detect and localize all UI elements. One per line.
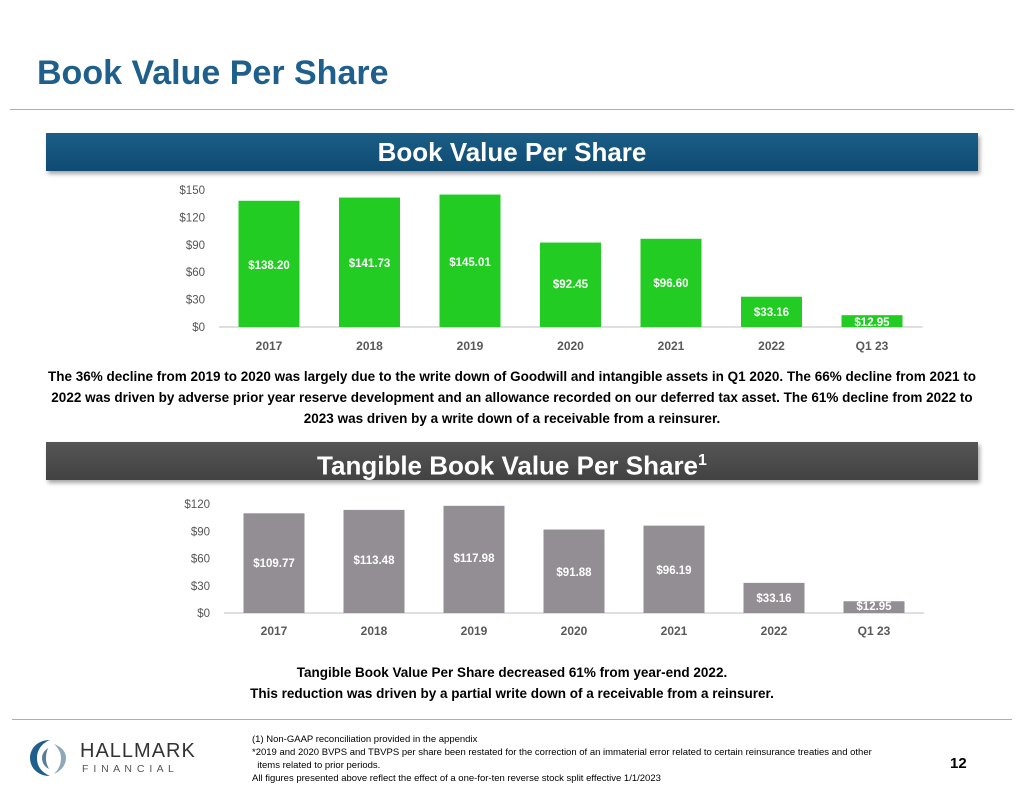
x-tick-label: 2018 <box>356 339 383 353</box>
data-label: $96.19 <box>656 565 691 577</box>
bvps-banner-label: Book Value Per Share <box>377 137 647 167</box>
footnote-1: (1) Non-GAAP reconciliation provided in … <box>252 734 478 745</box>
y-tick-label: $60 <box>186 267 205 279</box>
data-label: $96.60 <box>653 278 688 290</box>
data-label: $12.95 <box>854 317 890 329</box>
data-label: $113.48 <box>354 555 396 567</box>
y-tick-label: $90 <box>186 240 205 252</box>
page-title: Book Value Per Share <box>37 54 389 92</box>
tbvps-banner: Tangible Book Value Per Share1 <box>46 442 978 481</box>
bar <box>443 505 505 613</box>
data-label: $33.16 <box>756 593 791 605</box>
footnote-2-continued: items related to prior periods. <box>252 760 381 771</box>
data-label: $138.20 <box>248 260 290 272</box>
x-tick-label: 2020 <box>561 624 588 638</box>
y-tick-label: $60 <box>191 554 210 566</box>
x-tick-label: 2018 <box>361 624 388 638</box>
bar <box>343 509 405 613</box>
data-label: $117.98 <box>454 553 496 565</box>
bar <box>238 200 300 327</box>
tbvps-note-line1: Tangible Book Value Per Share decreased … <box>296 665 728 680</box>
tbvps-chart: $0 $30 $60 $90 $120 $109.77 2017 $113.48 2018 $11… <box>184 499 924 638</box>
footnote-3: All figures presented above reflect the … <box>252 773 661 784</box>
logo-name: HALLMARK <box>80 740 196 762</box>
x-tick-label: 2017 <box>261 624 288 638</box>
data-label: $91.88 <box>556 567 592 579</box>
y-tick-label: $30 <box>186 295 205 307</box>
tbvps-banner-label: Tangible Book Value Per Share <box>317 450 699 481</box>
y-tick-label: $120 <box>184 499 210 511</box>
tbvps-banner-footnote-marker: 1 <box>698 452 707 469</box>
page-number: 12 <box>950 755 967 772</box>
y-tick-label: $90 <box>191 526 210 538</box>
bar <box>841 315 903 327</box>
bar <box>640 238 702 327</box>
bar <box>439 194 501 327</box>
bar <box>540 242 601 327</box>
data-label: $141.73 <box>349 258 391 270</box>
x-tick-label: 2022 <box>758 339 785 353</box>
bvps-explanation: The 36% decline from 2019 to 2020 was la… <box>47 369 977 426</box>
y-tick-label: $30 <box>191 581 210 593</box>
x-tick-label: Q1 23 <box>856 339 889 353</box>
data-label: $145.01 <box>449 257 491 269</box>
data-label: $33.16 <box>754 307 789 319</box>
footnotes: (1) Non-GAAP reconciliation provided in … <box>252 733 952 785</box>
tbvps-note-line2: This reduction was driven by a partial w… <box>250 686 774 701</box>
x-tick-label: 2021 <box>658 339 685 353</box>
x-tick-label: 2019 <box>461 624 488 638</box>
bar <box>743 582 805 613</box>
data-label: $12.95 <box>856 601 892 613</box>
data-label: $92.45 <box>553 279 589 291</box>
x-tick-label: Q1 23 <box>858 624 891 638</box>
hallmark-logo: HALLMARK F I N A N C I A L <box>28 738 218 778</box>
x-tick-label: 2022 <box>761 624 788 638</box>
x-tick-label: 2017 <box>256 339 283 353</box>
title-divider <box>10 109 1014 110</box>
x-tick-label: 2021 <box>661 624 688 638</box>
data-label: $109.77 <box>253 558 295 570</box>
bar <box>339 197 400 327</box>
y-tick-label: $0 <box>197 608 210 620</box>
y-tick-label: $0 <box>192 322 205 334</box>
bar <box>741 296 802 327</box>
footer-divider <box>12 719 1012 720</box>
bvps-banner: Book Value Per Share <box>46 133 978 171</box>
x-tick-label: 2020 <box>557 339 584 353</box>
x-tick-label: 2019 <box>457 339 484 353</box>
y-tick-label: $120 <box>179 212 205 224</box>
hallmark-logo-icon <box>30 740 66 776</box>
bar <box>243 513 305 613</box>
bar <box>643 525 705 613</box>
bvps-chart: $0 $30 $60 $90 $120 $150 $138.20 2017 $141.73 201… <box>179 185 923 353</box>
bar <box>543 529 605 613</box>
bar <box>843 601 905 613</box>
logo-subname: F I N A N C I A L <box>82 763 175 775</box>
footnote-2: *2019 and 2020 BVPS and TBVPS per share … <box>252 747 872 758</box>
y-tick-label: $150 <box>179 185 205 197</box>
